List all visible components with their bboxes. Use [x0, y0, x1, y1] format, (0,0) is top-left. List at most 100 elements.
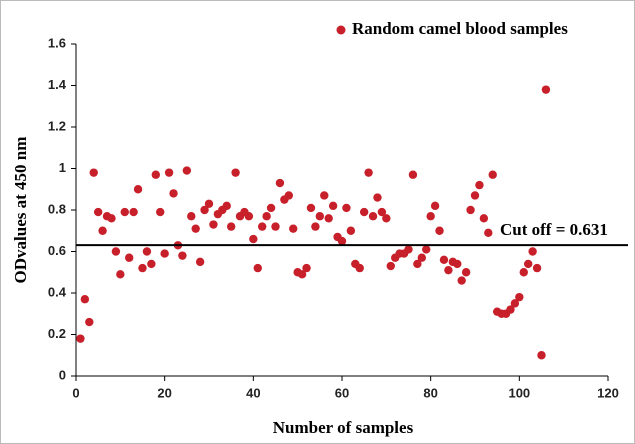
point: [413, 259, 422, 269]
x-tick-label: 40: [246, 385, 260, 400]
point: [461, 268, 471, 277]
point: [417, 253, 426, 262]
point: [98, 226, 107, 235]
point: [422, 245, 431, 254]
point: [430, 201, 440, 211]
point: [510, 299, 520, 308]
point: [169, 189, 178, 198]
point: [528, 247, 537, 256]
point: [93, 207, 103, 217]
point: [129, 207, 138, 217]
point: [541, 85, 551, 94]
point: [178, 251, 187, 260]
point: [515, 292, 524, 302]
point: [532, 263, 542, 273]
point: [271, 222, 280, 231]
point: [253, 263, 262, 273]
point: [479, 214, 489, 223]
x-tick-label: 60: [335, 385, 349, 400]
y-tick-label: 1: [59, 160, 66, 175]
point: [337, 236, 347, 246]
point: [151, 170, 160, 179]
point: [359, 207, 369, 217]
y-tick-label: 1.2: [48, 118, 66, 133]
point: [156, 207, 165, 217]
point: [426, 212, 435, 221]
point: [475, 180, 484, 190]
point: [187, 212, 196, 221]
point: [315, 212, 325, 221]
point: [289, 224, 298, 233]
point: [125, 253, 134, 262]
point: [80, 295, 90, 304]
point: [160, 249, 169, 258]
point: [470, 191, 480, 200]
x-tick-label: 80: [423, 385, 437, 400]
point: [537, 351, 546, 360]
point: [306, 203, 316, 213]
x-tick-label: 0: [72, 385, 79, 400]
point: [209, 220, 218, 229]
point: [444, 265, 453, 275]
y-tick-label: 1.4: [48, 77, 67, 92]
point: [231, 168, 240, 177]
point: [311, 222, 320, 231]
y-tick-label: 0.4: [48, 284, 67, 299]
point: [346, 226, 356, 235]
point: [204, 199, 214, 208]
point: [195, 257, 205, 267]
point: [488, 170, 497, 179]
y-tick-label: 1.6: [48, 35, 66, 50]
legend-marker: [336, 25, 346, 35]
y-tick-label: 0.2: [48, 326, 66, 341]
y-tick-label: 0.8: [48, 201, 66, 216]
point: [355, 263, 364, 273]
point: [284, 191, 293, 200]
point: [111, 247, 121, 256]
point: [368, 212, 378, 221]
legend-label: Random camel blood samples: [352, 19, 568, 38]
point: [138, 263, 147, 273]
y-tick-label: 0: [59, 367, 66, 382]
point: [147, 259, 156, 269]
point: [386, 261, 395, 271]
point: [297, 270, 307, 279]
y-axis-label: ODvalues at 450 nm: [11, 137, 30, 284]
point: [466, 205, 475, 215]
point: [244, 212, 254, 221]
annotation: Cut off = 0.631: [500, 220, 608, 239]
point: [382, 214, 391, 223]
point: [85, 317, 94, 327]
point: [182, 166, 192, 175]
point: [120, 207, 129, 217]
point: [133, 185, 143, 194]
point: [191, 224, 200, 233]
point: [222, 201, 231, 211]
point: [342, 203, 351, 213]
point: [262, 212, 271, 221]
point: [266, 203, 276, 213]
point: [506, 305, 515, 314]
point: [107, 214, 116, 223]
point: [328, 201, 338, 211]
point: [226, 222, 236, 231]
point: [439, 255, 449, 264]
point: [364, 168, 373, 177]
point: [435, 226, 444, 235]
x-tick-label: 20: [157, 385, 171, 400]
point: [200, 205, 209, 215]
point: [258, 222, 267, 231]
point: [142, 247, 152, 256]
point: [524, 259, 533, 269]
point: [404, 245, 413, 254]
point: [377, 207, 387, 217]
point: [453, 259, 462, 269]
point: [484, 228, 493, 238]
point: [89, 168, 98, 177]
point: [116, 270, 125, 279]
x-tick-label: 120: [597, 385, 619, 400]
x-axis-label: Number of samples: [273, 418, 414, 437]
point: [249, 234, 258, 244]
